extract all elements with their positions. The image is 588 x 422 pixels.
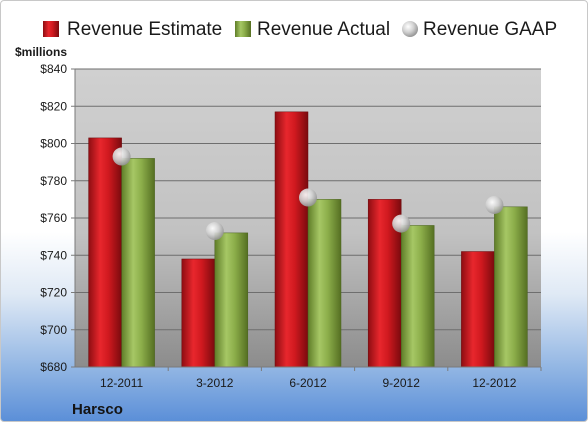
legend-item-actual: Revenue Actual [235, 19, 390, 40]
y-tick-label: $700 [40, 323, 67, 337]
x-tick-label: 3-2012 [196, 376, 234, 390]
legend-label-actual: Revenue Actual [257, 19, 390, 40]
x-tick-label: 6-2012 [289, 376, 327, 390]
bar-estimate [461, 251, 495, 368]
legend-swatch-gaap [402, 21, 418, 37]
bar-estimate [181, 258, 216, 368]
y-axis-ticks: $680 $700 $720 $740 $760 $780 $800 $820 $840 [40, 62, 75, 374]
y-tick-label: $820 [40, 99, 67, 113]
x-tick-label: 12-2011 [100, 376, 143, 390]
gaap-marker [205, 222, 224, 241]
bar-actual [307, 199, 342, 368]
bar-actual [121, 158, 155, 368]
y-unit-label: $millions [15, 45, 67, 59]
legend-item-estimate: Revenue Estimate [43, 19, 222, 40]
company-name: Harsco [72, 401, 123, 418]
legend-label-estimate: Revenue Estimate [67, 19, 222, 40]
x-axis-ticks: 12-2011 3-2012 6-2012 9-2012 12-2012 [100, 367, 542, 390]
bar-actual [400, 225, 435, 368]
legend: Revenue Estimate Revenue Actual Revenue … [43, 19, 557, 40]
gaap-marker [112, 147, 131, 166]
bar-estimate [274, 111, 309, 368]
x-tick-label: 12-2012 [472, 376, 516, 390]
legend-item-gaap: Revenue GAAP [402, 19, 557, 40]
y-tick-label: $680 [40, 360, 67, 374]
y-tick-label: $760 [40, 211, 67, 225]
bar-estimate [88, 137, 122, 368]
gaap-marker [392, 214, 411, 233]
gaap-marker [485, 195, 504, 214]
bars [88, 111, 528, 368]
bar-actual [214, 232, 249, 368]
legend-swatch-estimate [43, 21, 59, 37]
x-tick-label: 9-2012 [383, 376, 421, 390]
y-tick-label: $740 [40, 248, 67, 262]
legend-swatch-actual [235, 21, 251, 37]
y-tick-label: $780 [40, 174, 67, 188]
bar-actual [494, 206, 528, 368]
legend-label-gaap: Revenue GAAP [423, 19, 557, 40]
gaap-marker [299, 188, 317, 207]
y-tick-label: $840 [40, 62, 67, 76]
gaap-markers [112, 147, 504, 241]
y-tick-label: $720 [40, 286, 67, 300]
y-tick-label: $800 [40, 137, 67, 151]
